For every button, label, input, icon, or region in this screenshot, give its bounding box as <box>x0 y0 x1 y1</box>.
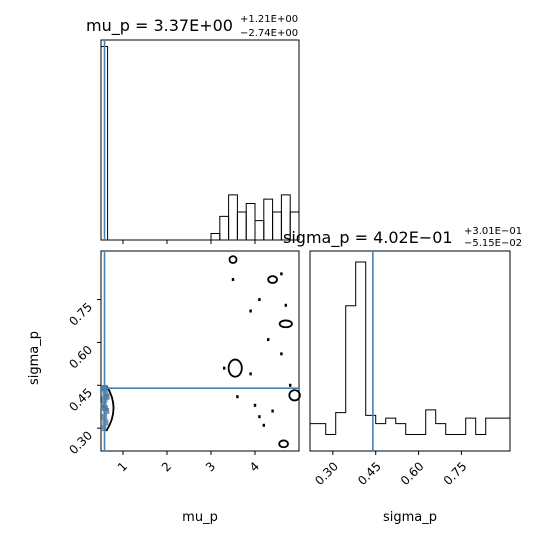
y-tick-label: 0.75 <box>66 300 95 329</box>
hist-bar <box>263 198 274 240</box>
mu-p-hist-marks <box>100 40 300 244</box>
joint-x-ticks: 1 2 3 4 <box>115 451 262 475</box>
sample-point <box>223 366 226 370</box>
y-tick-label: 0.45 <box>66 386 95 415</box>
joint-panel: 1 2 3 4 0.30 0.45 0.60 0.75 mu_p sigma_p <box>27 250 301 525</box>
y-tick-label: 0.30 <box>66 428 95 457</box>
sample-point <box>280 352 283 356</box>
sigma-p-xaxis-label: sigma_p <box>383 510 437 525</box>
mu-p-hist-panel: mu_p = 3.37E+00 +1.21E+00 −2.74E+00 <box>86 14 300 244</box>
x-tick-label: 0.60 <box>398 459 427 488</box>
sample-point <box>236 395 239 399</box>
sample-point <box>103 393 110 400</box>
x-tick-label: 0.45 <box>355 459 384 488</box>
hist-bar <box>289 211 300 240</box>
x-tick-label: 2 <box>159 459 174 474</box>
hist-bar <box>254 220 265 240</box>
x-tick-label: 0.30 <box>312 459 341 488</box>
sample-point <box>253 403 257 407</box>
hist-bar <box>272 211 282 240</box>
hist-bar <box>236 211 247 240</box>
sample-point <box>231 278 235 282</box>
joint-y-ticks: 0.30 0.45 0.60 0.75 <box>66 299 101 457</box>
mu-p-hist-frame <box>100 39 300 241</box>
hist-bar <box>210 233 221 240</box>
truth-marker <box>101 385 108 392</box>
x-tick-label: 1 <box>115 459 130 474</box>
sample-point <box>267 338 270 342</box>
mu-p-hist-title: mu_p = 3.37E+00 +1.21E+00 −2.74E+00 <box>86 14 298 39</box>
density-contour <box>288 389 301 402</box>
sigma-p-hist-marks <box>309 251 510 451</box>
density-contour <box>267 275 278 284</box>
joint-marks <box>100 251 301 451</box>
x-tick-label: 3 <box>203 459 218 474</box>
sigma-p-hist-frame <box>309 250 511 452</box>
sample-point <box>102 419 109 426</box>
mu-p-title-sub: −2.74E+00 <box>240 28 298 39</box>
sample-point <box>284 303 287 307</box>
mu-p-axis-label: mu_p <box>182 510 218 525</box>
sigma-p-title-sub: −5.15E−02 <box>464 238 522 249</box>
sample-point <box>249 372 252 376</box>
joint-frame <box>100 250 300 452</box>
hist-bar <box>245 202 256 240</box>
density-contour <box>227 358 243 378</box>
mu-p-title-main: mu_p = 3.37E+00 <box>86 16 233 36</box>
hist-outline <box>309 261 510 451</box>
sigma-p-title-sup: +3.01E−01 <box>464 226 522 237</box>
density-contour <box>278 439 289 449</box>
sample-point <box>271 409 274 413</box>
density-contour <box>105 384 115 432</box>
sigma-p-axis-label: sigma_p <box>27 331 42 385</box>
sample-point <box>258 415 261 419</box>
sample-point <box>249 309 252 313</box>
sigma-p-title-main: sigma_p = 4.02E−01 <box>283 228 453 248</box>
sigma-p-x-ticks: 0.30 0.45 0.60 0.75 <box>312 451 470 488</box>
sample-point <box>280 272 283 276</box>
sample-point <box>262 423 265 427</box>
hist-bar <box>228 194 238 240</box>
sample-point <box>258 298 261 302</box>
sample-point <box>100 425 107 432</box>
hist-bar <box>219 215 230 240</box>
y-tick-label: 0.60 <box>66 343 95 372</box>
sigma-p-hist-title: sigma_p = 4.02E−01 +3.01E−01 −5.15E−02 <box>283 226 522 249</box>
sigma-p-hist-panel: 0.30 0.45 0.60 0.75 sigma_p = 4.02E−01 +3.0… <box>283 226 522 525</box>
density-contour <box>278 319 293 329</box>
x-tick-label: 4 <box>247 459 262 474</box>
mu-p-title-sup: +1.21E+00 <box>240 14 298 25</box>
x-tick-label: 0.75 <box>441 459 470 488</box>
sample-point <box>289 383 292 387</box>
density-contour <box>228 255 238 264</box>
